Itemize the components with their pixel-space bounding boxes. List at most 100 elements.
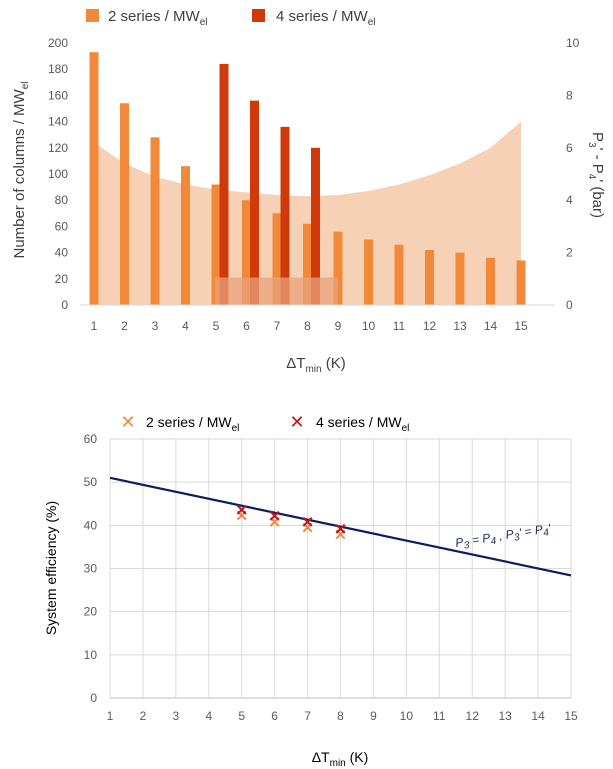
bottom-x-ticks: 1 2 3 4 5 6 7 8 9 10 11 12 13 14 15 — [107, 709, 578, 723]
bottom-y-tick-0: 0 — [90, 691, 97, 705]
point-4series-7 — [302, 516, 313, 527]
top-y2-tick-10: 10 — [566, 36, 580, 50]
bar-2series-7 — [272, 213, 282, 305]
bar-2series-15 — [516, 260, 526, 305]
top-y-tick-100: 100 — [48, 167, 68, 181]
bar-4series-7 — [280, 126, 290, 305]
top-y-tick-60: 60 — [55, 219, 69, 233]
top-y-tick-180: 180 — [48, 62, 68, 76]
bottom-y-tick-20: 20 — [84, 605, 98, 619]
top-x-tick-6: 6 — [243, 319, 250, 333]
point-4series-6 — [269, 510, 280, 521]
top-y2-tick-6: 6 — [566, 141, 573, 155]
bottom-legend-marker-4series: ✕ — [289, 412, 304, 433]
top-legend-swatch-2series — [86, 9, 99, 22]
bottom-y-tick-10: 10 — [84, 648, 98, 662]
top-y2-ticks: 0 2 4 6 8 10 — [566, 36, 580, 312]
top-x-tick-13: 13 — [453, 319, 467, 333]
top-legend: 2 series / MWel 4 series / MWel — [86, 8, 375, 28]
point-4series-5 — [236, 504, 247, 515]
top-y-tick-200: 200 — [48, 36, 68, 50]
bar-2series-3 — [150, 137, 160, 305]
top-x-tick-14: 14 — [484, 319, 498, 333]
top-y2-axis-label: P3' - P4' (bar) — [586, 132, 606, 218]
bar-2series-14 — [486, 257, 495, 305]
bottom-points — [236, 504, 346, 540]
bottom-x-tick-1: 1 — [107, 709, 114, 723]
top-x-tick-3: 3 — [152, 319, 159, 333]
top-x-tick-11: 11 — [393, 319, 406, 333]
top-y-axis-label: Number of columns / MWel — [11, 81, 31, 258]
bottom-x-tick-15: 15 — [564, 709, 578, 723]
bar-2series-10 — [364, 239, 373, 305]
top-legend-label-4series: 4 series / MWel — [276, 8, 375, 28]
top-y-ticks: 0 20 40 60 80 100 120 140 160 180 200 — [48, 36, 68, 312]
bottom-y-tick-40: 40 — [84, 518, 98, 532]
bottom-x-tick-12: 12 — [466, 709, 480, 723]
top-x-tick-15: 15 — [514, 319, 528, 333]
top-y2-tick-2: 2 — [566, 246, 573, 260]
bar-2series-11 — [394, 244, 404, 305]
top-x-ticks: 1 2 3 4 5 6 7 8 9 10 11 12 13 14 15 — [91, 319, 528, 333]
top-x-tick-9: 9 — [335, 319, 342, 333]
point-4series-8 — [335, 523, 346, 534]
bar-2series-13 — [455, 252, 465, 305]
bar-2series-8 — [303, 223, 312, 305]
bottom-y-axis-label: System efficiency (%) — [43, 501, 59, 635]
top-x-tick-12: 12 — [423, 319, 437, 333]
top-y-tick-160: 160 — [48, 88, 68, 102]
top-x-tick-4: 4 — [182, 319, 189, 333]
bar-2series-1 — [89, 52, 99, 305]
top-x-axis-label: ΔTmin (K) — [286, 355, 345, 375]
trend-line-annotation: P3 = P4 , P3' = P4' — [454, 521, 552, 553]
bar-4series-5 — [219, 63, 229, 306]
top-x-tick-8: 8 — [304, 319, 311, 333]
bar-2series-5 — [211, 184, 221, 305]
bottom-legend: ✕ 2 series / MWel ✕ 4 series / MWel — [120, 412, 409, 434]
top-x-tick-7: 7 — [274, 319, 281, 333]
bar-2series-6 — [242, 200, 251, 305]
bottom-x-tick-3: 3 — [173, 709, 180, 723]
bar-2series-9 — [333, 231, 343, 305]
bottom-x-tick-4: 4 — [205, 709, 212, 723]
top-y-tick-140: 140 — [48, 115, 68, 129]
bar-2series-12 — [425, 249, 434, 305]
top-legend-label-2series: 2 series / MWel — [108, 8, 207, 28]
top-y2-tick-4: 4 — [566, 193, 573, 207]
bottom-x-tick-6: 6 — [271, 709, 278, 723]
top-y2-tick-0: 0 — [566, 298, 573, 312]
bottom-x-tick-7: 7 — [304, 709, 311, 723]
top-y-tick-80: 80 — [55, 193, 69, 207]
overlay-bar-6 — [245, 277, 277, 305]
overlay-bar-8 — [306, 277, 338, 305]
top-x-tick-10: 10 — [362, 319, 376, 333]
bottom-x-tick-10: 10 — [400, 709, 414, 723]
top-y-tick-40: 40 — [55, 246, 69, 260]
top-bars — [89, 52, 526, 306]
bottom-y-tick-60: 60 — [84, 432, 98, 446]
bottom-x-tick-11: 11 — [433, 709, 446, 723]
top-legend-swatch-4series — [252, 9, 265, 22]
bottom-grid — [109, 438, 572, 699]
top-x-tick-5: 5 — [213, 319, 220, 333]
bottom-x-tick-2: 2 — [140, 709, 147, 723]
pressure-difference-area — [94, 121, 521, 305]
bar-4series-8 — [311, 147, 320, 305]
bottom-x-axis-label: ΔTmin (K) — [312, 749, 369, 769]
bar-4series-6 — [250, 100, 259, 305]
bar-2series-4 — [181, 166, 190, 305]
bottom-x-tick-14: 14 — [531, 709, 545, 723]
efficiency-trend-line — [109, 476, 572, 577]
top-y-tick-20: 20 — [55, 272, 69, 286]
overlay-bar-7 — [276, 277, 308, 305]
bottom-x-tick-9: 9 — [370, 709, 377, 723]
top-x-tick-1: 1 — [91, 319, 98, 333]
top-y-tick-0: 0 — [61, 298, 68, 312]
top-y2-tick-8: 8 — [566, 88, 573, 102]
bottom-y-tick-50: 50 — [84, 475, 98, 489]
bottom-legend-label-4series: 4 series / MWel — [316, 414, 409, 434]
top-y-tick-120: 120 — [48, 141, 68, 155]
